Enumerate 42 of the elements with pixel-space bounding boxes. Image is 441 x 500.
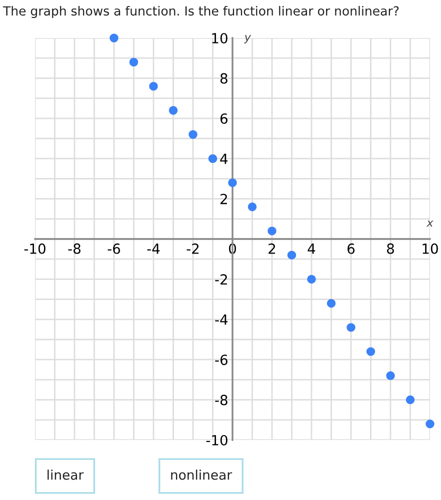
- y-tick-label: 8: [220, 73, 228, 84]
- point: [386, 371, 395, 380]
- point: [188, 130, 198, 139]
- x-tick-label: -4: [147, 244, 160, 254]
- x-tick-label: 2: [268, 243, 276, 254]
- point: [208, 154, 218, 163]
- x-tick-label: 4: [308, 244, 316, 254]
- point: [228, 178, 237, 188]
- point: [168, 106, 178, 115]
- point: [426, 420, 434, 428]
- y-tick-label: -6: [215, 354, 228, 366]
- point: [110, 34, 118, 42]
- y-tick-label: 2: [220, 194, 227, 204]
- point: [149, 82, 158, 91]
- y-tick-label: 6: [220, 113, 228, 124]
- point: [307, 274, 316, 284]
- x-tick-label: 8: [387, 243, 394, 254]
- y-tick-label: -4: [215, 314, 228, 325]
- chart-title: The graph shows a function. Is the function linear or nonlinear?: [2, 6, 399, 18]
- text: nonlinear: [171, 470, 232, 480]
- y-tick-label: 10: [212, 32, 228, 44]
- point: [248, 202, 257, 212]
- y-tick-label: 4: [220, 154, 228, 164]
- y-tick-label: -2: [215, 274, 227, 284]
- point: [129, 58, 138, 66]
- point: [366, 347, 376, 356]
- x-tick-label: -8: [68, 243, 80, 254]
- x-tick-label: -6: [108, 243, 120, 254]
- point: [287, 250, 296, 260]
- y-axis-title: y: [244, 34, 252, 44]
- point: [346, 323, 356, 332]
- x-axis-title: x: [426, 220, 434, 227]
- y-tick-label: -10: [206, 434, 228, 446]
- point: [406, 395, 415, 404]
- x-tick-label: -10: [24, 243, 46, 254]
- text: linear: [48, 470, 84, 480]
- x-tick-label: 6: [348, 243, 355, 254]
- x-tick-label: -2: [186, 243, 199, 254]
- point: [268, 226, 276, 236]
- point: [326, 298, 336, 308]
- x-tick-label: 10: [422, 243, 438, 254]
- y-tick-label: -8: [215, 394, 228, 406]
